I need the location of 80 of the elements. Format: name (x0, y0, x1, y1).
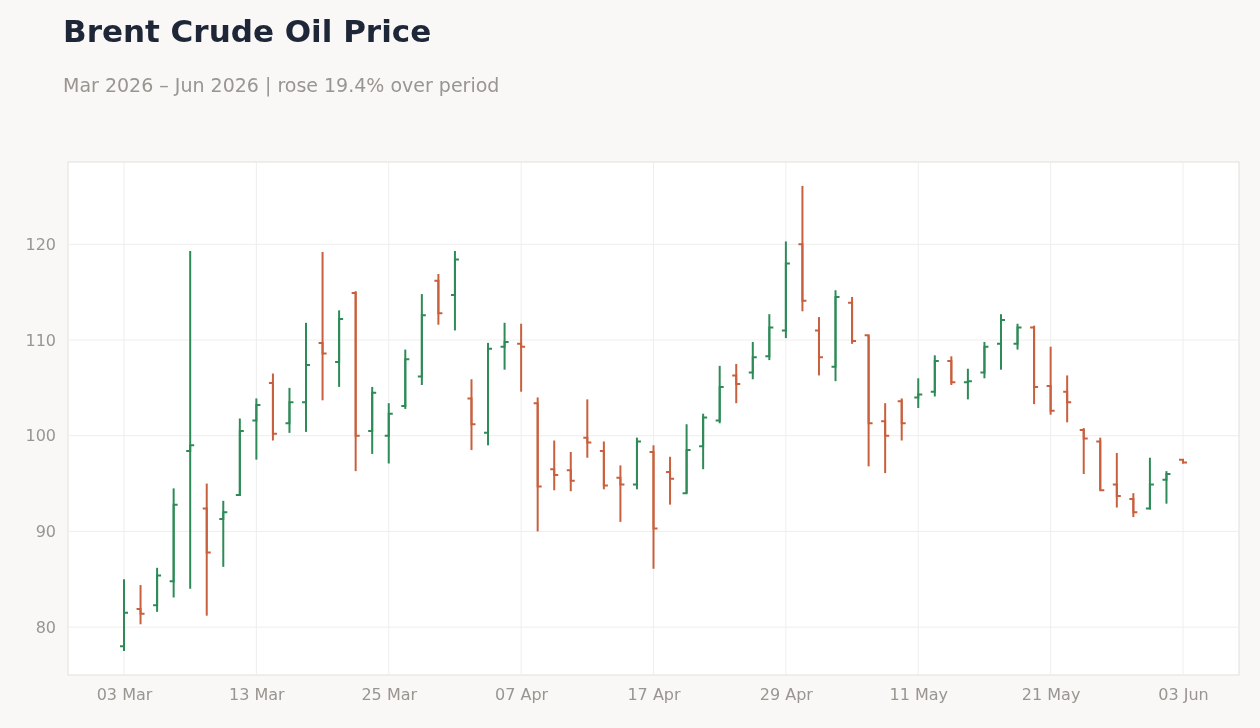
candlestick (367, 385, 378, 455)
x-tick-label: 11 May (889, 685, 949, 705)
candlestick (830, 289, 841, 383)
candlestick (234, 417, 245, 498)
x-tick-label: 13 Mar (229, 685, 286, 705)
candlestick (797, 184, 808, 313)
chart-subtitle: Mar 2026 – Jun 2026 | rose 19.4% over period (63, 74, 500, 97)
candlestick (648, 444, 659, 570)
candlestick (1111, 451, 1122, 509)
candlestick (449, 250, 460, 332)
x-tick-label: 17 Apr (627, 685, 681, 705)
y-tick-label: 110 (25, 330, 56, 350)
candlestick (747, 340, 758, 381)
x-tick-label: 07 Apr (495, 685, 549, 705)
y-tick-label: 120 (25, 234, 56, 254)
candlestick (334, 309, 345, 388)
candlestick (714, 364, 725, 425)
candlestick (1012, 322, 1023, 351)
x-tick-label: 21 May (1021, 685, 1081, 705)
candlestick (549, 439, 560, 492)
candlestick (1161, 470, 1172, 505)
candlestick (896, 397, 907, 442)
candlestick (565, 451, 576, 493)
candlestick (400, 348, 411, 410)
candlestick (416, 293, 427, 386)
candlestick (1128, 492, 1139, 519)
candlestick (764, 313, 775, 362)
candlestick (979, 340, 990, 380)
candlestick (1029, 324, 1040, 406)
candlestick (135, 584, 146, 626)
candlestick (598, 440, 609, 491)
candlestick (946, 355, 957, 386)
candlestick (532, 396, 543, 533)
candlestick (780, 240, 791, 340)
candlestick (1095, 436, 1106, 492)
candlestick (383, 402, 394, 465)
candlestick (317, 250, 328, 402)
candlestick (284, 386, 295, 434)
candlestick (350, 290, 361, 473)
candlestick (433, 272, 444, 326)
candlestick (962, 367, 973, 401)
x-tick-label: 25 Mar (361, 685, 418, 705)
candlestick (615, 464, 626, 523)
x-tick-label: 03 Jun (1158, 685, 1209, 705)
candlestick (631, 436, 642, 491)
candlestick (152, 566, 163, 613)
candlestick (251, 397, 262, 461)
candlestick (681, 423, 692, 495)
candlestick (847, 295, 858, 345)
candlestick (218, 499, 229, 568)
candlestick (185, 250, 196, 590)
y-tick-label: 80 (35, 617, 56, 637)
candlestick (731, 362, 742, 405)
candlestick (913, 377, 924, 409)
y-tick-label: 90 (35, 522, 56, 542)
candlestick (1045, 345, 1056, 416)
chart-title: Brent Crude Oil Price (63, 13, 432, 49)
y-tick-label: 100 (25, 426, 56, 446)
candlestick (516, 322, 527, 393)
candlestick (698, 412, 709, 471)
candlestick (201, 482, 212, 617)
candlestick (168, 487, 179, 599)
candlestick (301, 321, 312, 433)
candlestick (880, 402, 891, 475)
candlestick (1144, 456, 1155, 511)
candlestick (813, 316, 824, 377)
x-tick-label: 29 Apr (759, 685, 814, 705)
candlestick (929, 354, 940, 398)
candlestick (499, 321, 510, 371)
candlestick (1062, 374, 1073, 424)
candlestick (119, 578, 129, 653)
candlestick (466, 378, 477, 452)
candlestick (863, 334, 874, 468)
x-tick-label: 03 Mar (96, 685, 153, 705)
candlestick (665, 455, 676, 506)
candlestick (483, 341, 494, 447)
candlestick (1078, 427, 1089, 476)
candlestick (582, 398, 593, 459)
candlestick (995, 313, 1006, 371)
candlestick (267, 372, 278, 442)
